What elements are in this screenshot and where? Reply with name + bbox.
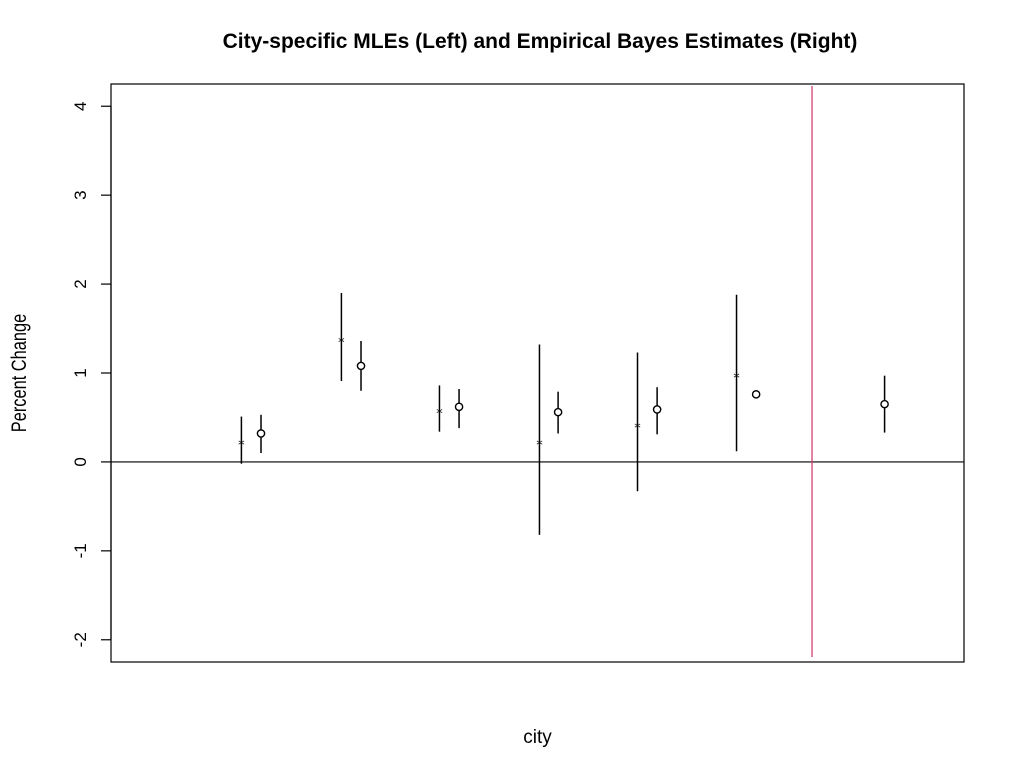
bayes-estimate-point — [751, 390, 761, 399]
y-tick-label: 3 — [71, 190, 90, 199]
y-tick-label: 4 — [71, 101, 90, 110]
mle-estimate-point: * — [436, 407, 443, 422]
x-axis-label: city — [523, 727, 552, 748]
chart-title: City-specific MLEs (Left) and Empirical … — [222, 30, 858, 53]
bayes-estimate-point — [553, 407, 563, 417]
bayes-estimate-point — [652, 405, 662, 414]
y-tick-label: 1 — [71, 368, 90, 377]
y-tick-label: -2 — [71, 632, 90, 647]
bayes-estimate-point — [356, 361, 366, 371]
bayes-estimate-point — [880, 399, 889, 409]
mle-estimate-point: * — [733, 372, 740, 387]
mle-estimate-point: * — [634, 421, 641, 436]
mle-estimate-point: * — [536, 438, 543, 453]
bayes-estimate-point — [454, 402, 464, 412]
y-tick-label: 2 — [71, 279, 90, 288]
mle-estimate-point: * — [238, 438, 245, 453]
y-tick-label: -1 — [71, 543, 90, 558]
mle-estimate-point: * — [338, 336, 345, 351]
plot-frame — [110, 83, 965, 663]
bayes-estimate-point — [256, 429, 266, 438]
y-tick-label: 0 — [71, 457, 90, 466]
